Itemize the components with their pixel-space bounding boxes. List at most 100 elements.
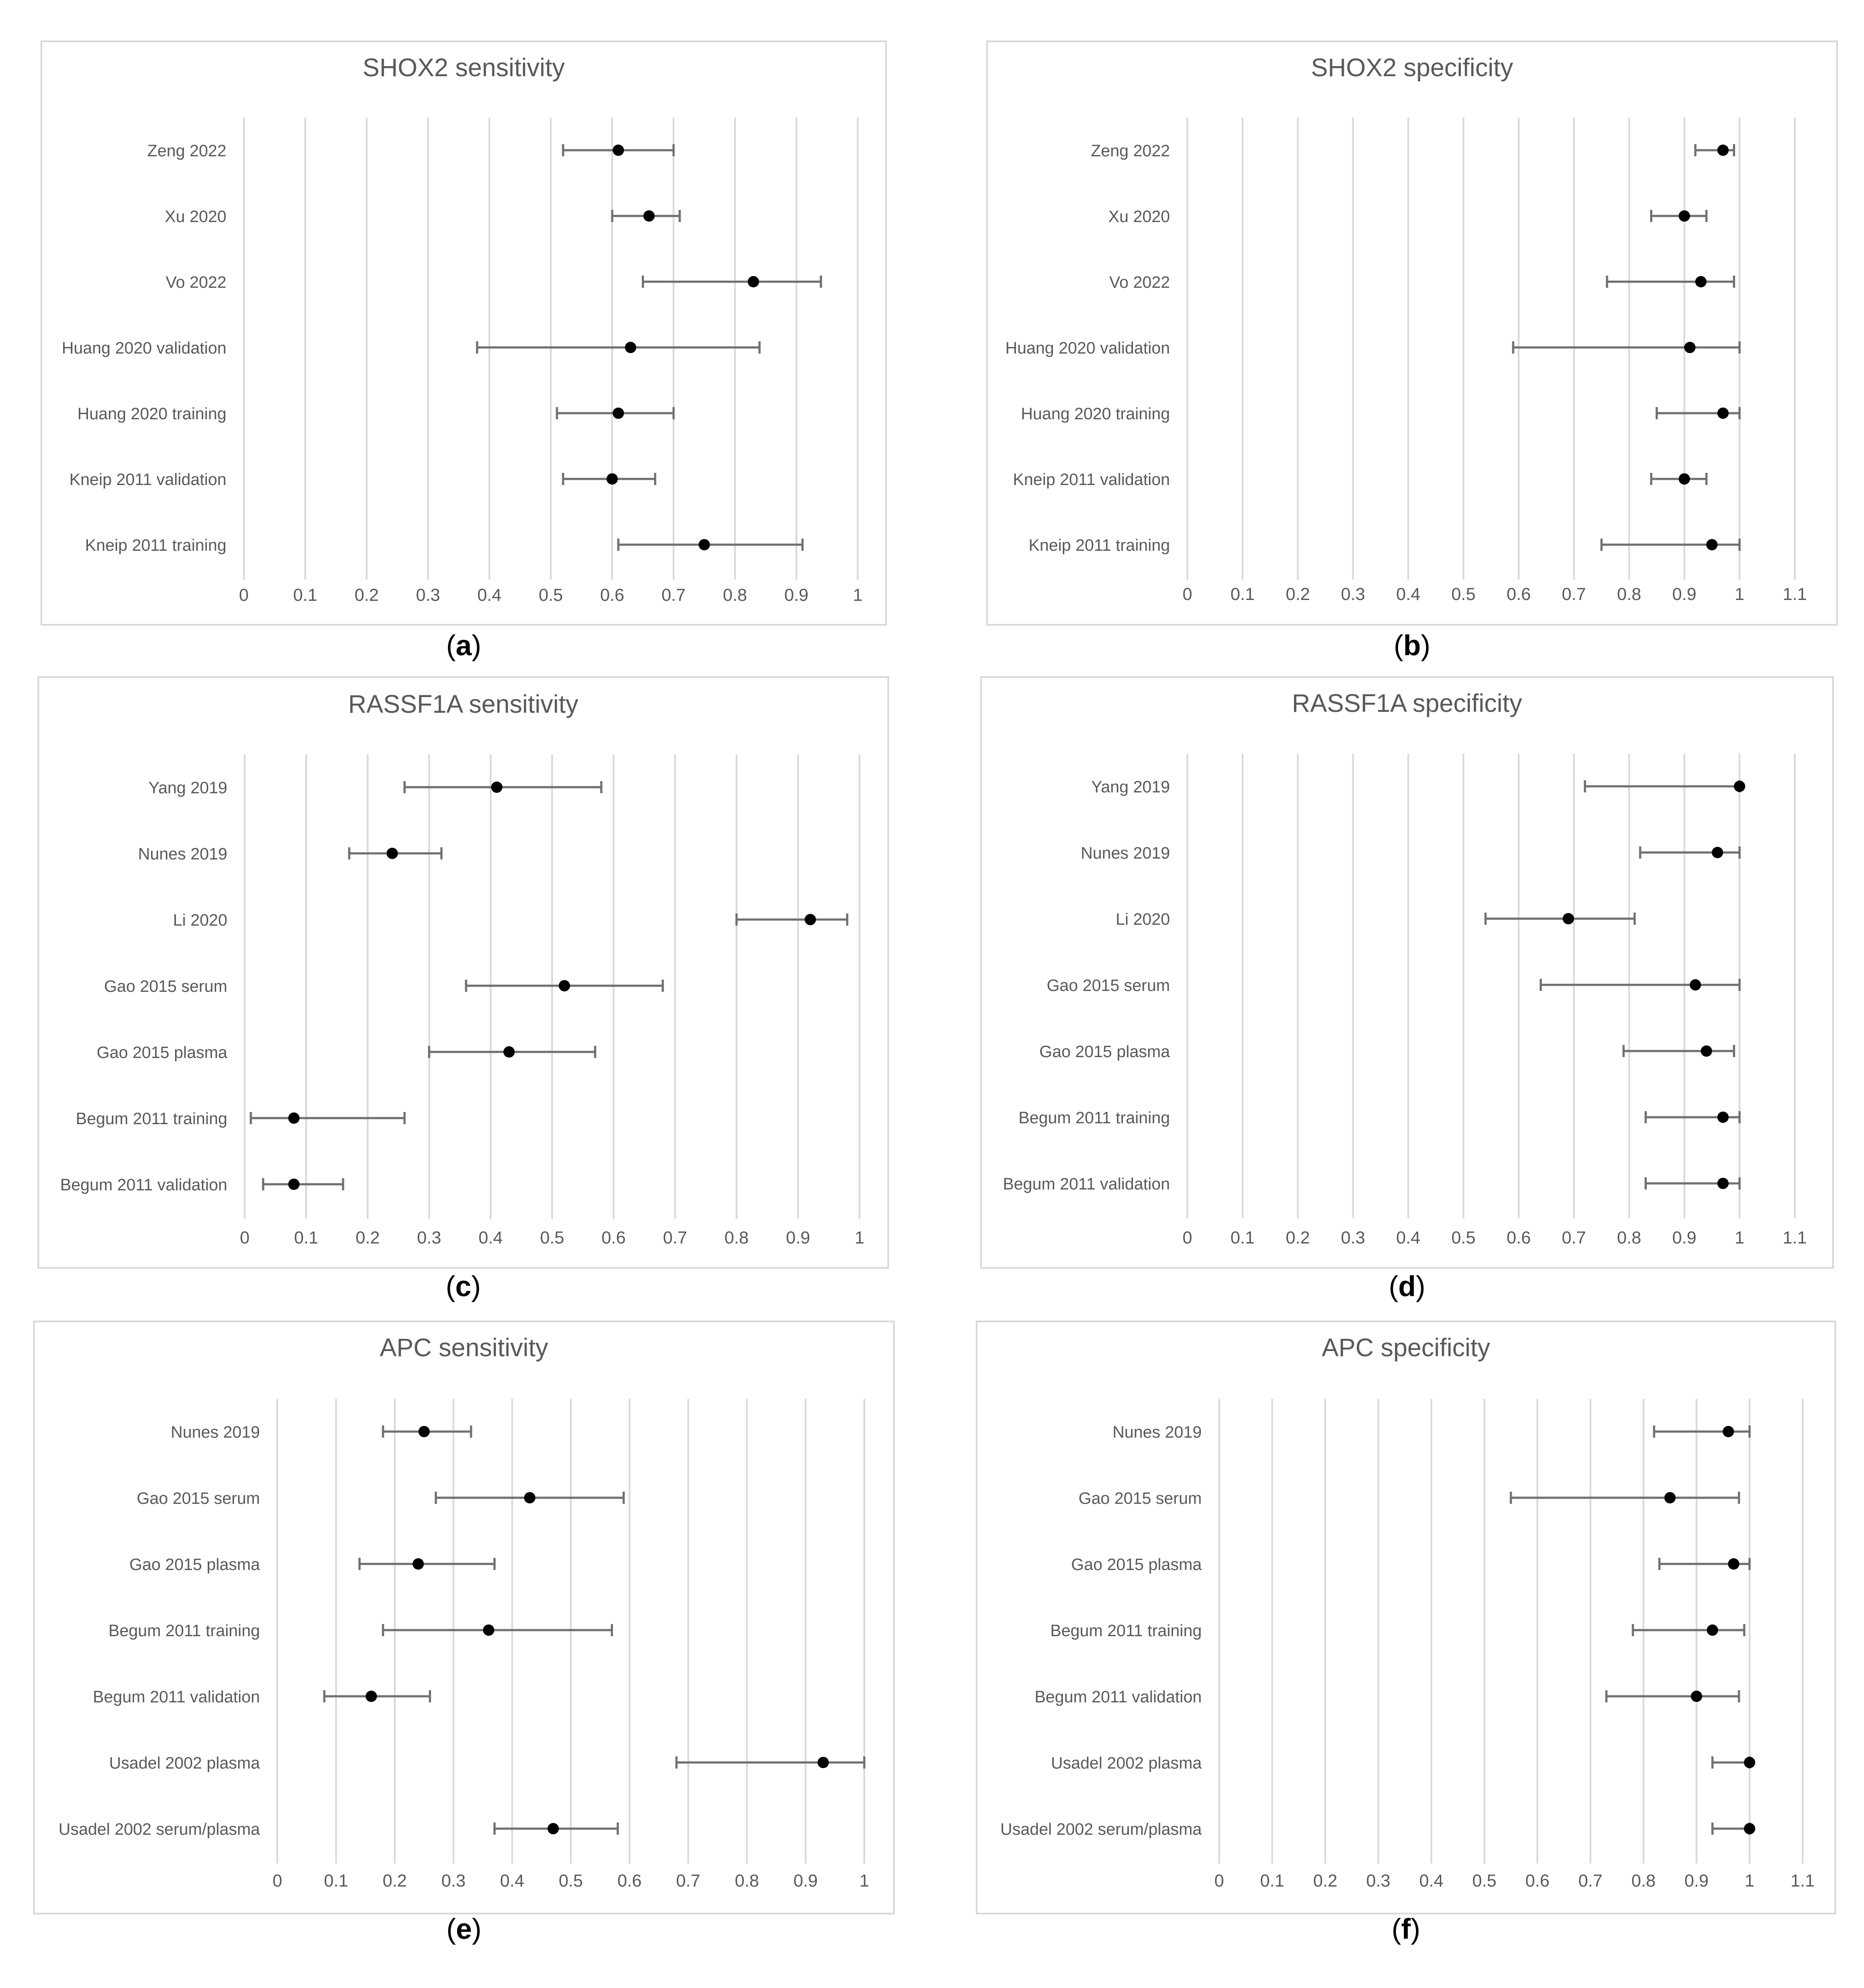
study-label: Kneip 2011 validation (69, 471, 226, 489)
x-tick-label: 0.2 (383, 1871, 407, 1890)
study-label: Gao 2015 serum (104, 977, 227, 996)
x-tick-label: 0.1 (1260, 1871, 1284, 1890)
x-tick-label: 0.2 (1313, 1871, 1338, 1890)
x-tick-label: 0.1 (293, 586, 317, 605)
study-label: Begum 2011 validation (1035, 1688, 1202, 1706)
x-tick-label: 1 (1745, 1871, 1754, 1890)
point-estimate (503, 1046, 515, 1058)
point-estimate (748, 276, 759, 287)
x-tick-label: 0.6 (1507, 585, 1531, 604)
chart-panel-2: SHOX2 specificity 0 0.1 0.2 0.3 0.4 0.5 0.6 0.7 0… (986, 40, 1838, 661)
study-label: Huang 2020 validation (62, 339, 226, 357)
x-tick-label: 0 (1183, 1228, 1192, 1247)
x-tick-label: 1.1 (1790, 1871, 1815, 1890)
point-estimate (613, 145, 624, 156)
panel-caption: (d) (1389, 1270, 1425, 1302)
x-tick-label: 0.9 (1672, 1228, 1697, 1247)
point-estimate (1722, 1426, 1734, 1437)
x-tick-label: 1 (1735, 1228, 1744, 1247)
point-estimate (288, 1179, 300, 1190)
point-estimate (1744, 1823, 1756, 1834)
point-estimate (1717, 408, 1729, 419)
x-tick-label: 0.3 (1366, 1871, 1391, 1890)
chart-title: SHOX2 specificity (1311, 54, 1513, 82)
study-label: Usadel 2002 serum/plasma (58, 1820, 260, 1839)
chart-frame (33, 1321, 895, 1914)
x-tick-label: 0.8 (735, 1871, 759, 1890)
study-label: Xu 2020 (1108, 208, 1170, 226)
point-estimate (1679, 473, 1690, 485)
chart-title: APC sensitivity (380, 1334, 548, 1362)
x-tick-label: 0.5 (540, 1228, 564, 1247)
study-label: Kneip 2011 validation (1013, 471, 1170, 489)
study-label: Usadel 2002 plasma (109, 1754, 260, 1772)
point-estimate (491, 782, 502, 793)
panel-caption: (b) (1394, 629, 1430, 661)
study-label: Usadel 2002 plasma (1051, 1754, 1202, 1772)
point-estimate (1684, 342, 1696, 353)
x-tick-label: 0.2 (356, 1228, 380, 1247)
study-label: Yang 2019 (148, 779, 227, 797)
study-label: Vo 2022 (166, 273, 226, 292)
x-tick-label: 0 (239, 586, 249, 605)
chart-title: SHOX2 sensitivity (363, 54, 565, 82)
x-tick-label: 0.2 (354, 586, 379, 605)
point-estimate (1706, 539, 1718, 550)
point-estimate (613, 408, 624, 419)
study-label: Begum 2011 validation (1003, 1175, 1170, 1193)
x-tick-label: 0.6 (600, 586, 624, 605)
point-estimate (1728, 1558, 1739, 1570)
chart-frame (40, 40, 887, 626)
panel-caption: (e) (446, 1913, 482, 1945)
x-tick-label: 0.7 (661, 586, 686, 605)
x-tick-label: 0.3 (416, 586, 440, 605)
x-tick-label: 1 (860, 1871, 869, 1890)
study-label: Nunes 2019 (1112, 1423, 1202, 1442)
x-tick-label: 0.1 (1230, 585, 1255, 604)
study-label: Huang 2020 training (78, 405, 226, 423)
study-label: Begum 2011 validation (60, 1176, 227, 1194)
x-tick-label: 0.1 (324, 1871, 348, 1890)
x-tick-label: 0.3 (442, 1871, 466, 1890)
study-label: Begum 2011 training (76, 1110, 227, 1128)
chart-title: RASSF1A specificity (1292, 689, 1522, 718)
x-tick-label: 1.1 (1783, 585, 1807, 604)
study-label: Gao 2015 serum (1079, 1489, 1202, 1508)
point-estimate (1701, 1045, 1712, 1057)
point-estimate (559, 980, 570, 991)
point-estimate (1712, 847, 1723, 858)
study-label: Zeng 2022 (1091, 142, 1170, 160)
x-tick-label: 0.8 (1631, 1871, 1656, 1890)
point-estimate (1717, 145, 1729, 156)
x-tick-label: 0.9 (1685, 1871, 1709, 1890)
study-label: Nunes 2019 (138, 845, 227, 863)
x-tick-label: 0.6 (1507, 1228, 1531, 1247)
x-tick-label: 0.9 (786, 1228, 810, 1247)
study-label: Li 2020 (173, 911, 227, 930)
x-tick-label: 0.1 (294, 1228, 318, 1247)
chart-panel-1: SHOX2 sensitivity 0 0.1 0.2 0.3 0.4 0.5 0.6 0.7 0… (40, 40, 887, 661)
study-label: Gao 2015 plasma (1039, 1043, 1170, 1061)
point-estimate (1717, 1112, 1729, 1123)
point-estimate (625, 342, 637, 353)
x-tick-label: 0.6 (617, 1871, 642, 1890)
chart-panel-3: RASSF1A sensitivity 0 0.1 0.2 0.3 0.4 0.5 0.6 0.… (37, 676, 889, 1302)
x-tick-label: 0.7 (663, 1228, 688, 1247)
chart-panel-6: APC specificity 0 0.1 0.2 0.3 0.4 0.5 0.6 0.7 0.8… (976, 1321, 1836, 1945)
point-estimate (607, 473, 618, 485)
x-tick-label: 0.2 (1286, 1228, 1310, 1247)
point-estimate (698, 539, 710, 550)
x-tick-label: 0.5 (1451, 585, 1476, 604)
study-label: Xu 2020 (165, 208, 226, 226)
study-label: Begum 2011 training (108, 1622, 260, 1640)
x-tick-label: 0.4 (1419, 1871, 1443, 1890)
x-tick-label: 1.1 (1783, 1228, 1807, 1247)
x-tick-label: 0.8 (725, 1228, 749, 1247)
point-estimate (524, 1492, 536, 1503)
study-label: Huang 2020 training (1021, 405, 1170, 423)
point-estimate (1695, 276, 1707, 287)
x-tick-label: 0 (1214, 1871, 1224, 1890)
chart-title: RASSF1A sensitivity (348, 690, 579, 718)
study-label: Begum 2011 training (1018, 1109, 1170, 1127)
